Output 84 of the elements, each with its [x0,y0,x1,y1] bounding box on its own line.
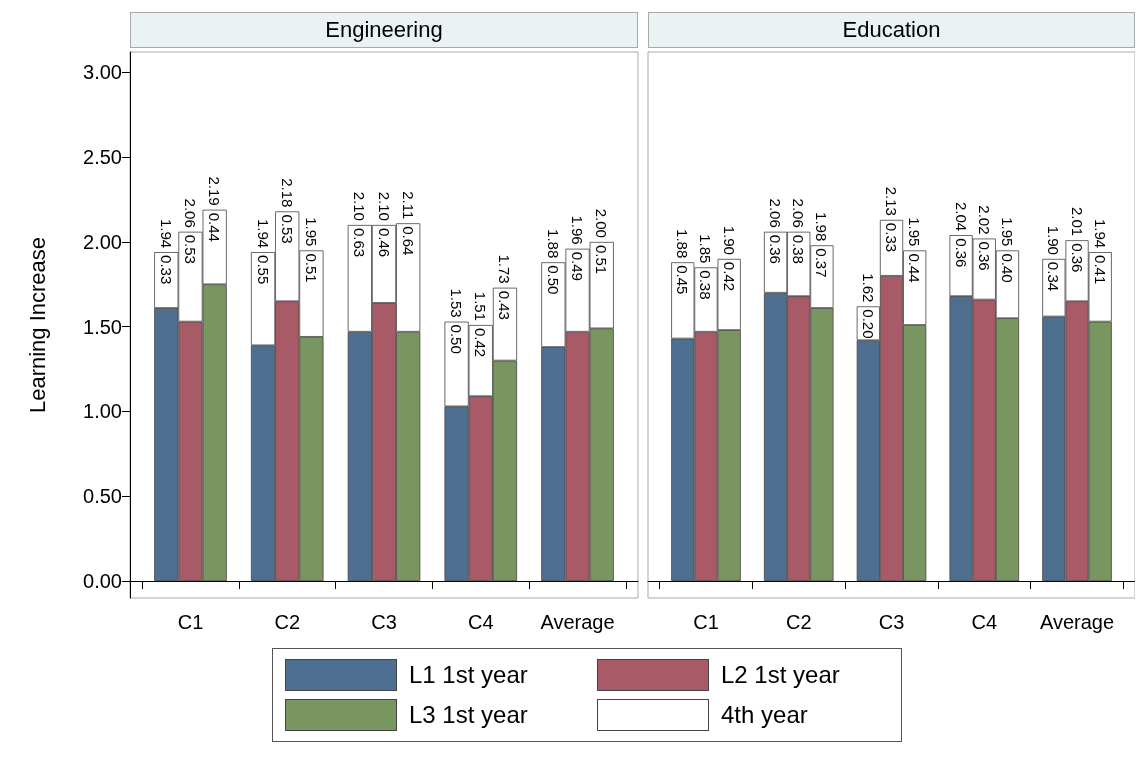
total-label: 2.02 [975,205,993,235]
y-axis-title: Learning Increase [24,236,50,414]
x-tick-label: C4 [467,611,494,633]
total-label: 2.13 [883,186,900,216]
data-label: 0.64 [399,226,417,256]
data-label: 0.63 [351,227,369,258]
data-label: 0.45 [674,265,692,295]
data-label: 0.36 [767,234,785,264]
data-label: 0.44 [206,212,224,242]
total-label: 2.19 [206,176,224,206]
data-label: 0.50 [448,324,466,354]
x-tick-label: Average [540,611,615,633]
data-label: 0.53 [278,214,296,244]
data-label: 0.33 [883,222,900,253]
y-tick-label: 1.50 [83,315,122,338]
total-label: 2.06 [181,198,199,228]
data-label: 0.36 [952,238,970,268]
data-label: 0.36 [1068,243,1086,273]
data-label: 0.51 [302,253,320,283]
total-label: 2.00 [593,208,611,238]
x-tick-label: C1 [177,611,204,633]
data-label: 0.42 [472,328,490,358]
total-label: 1.96 [569,215,587,245]
data-label: 0.41 [1091,255,1109,285]
legend-label: 4th year [721,701,808,729]
data-label: 0.40 [998,253,1016,283]
data-label: 0.53 [181,234,199,264]
data-label: 0.38 [790,234,808,264]
total-label: 1.98 [813,212,831,242]
data-label: 0.33 [157,255,175,285]
data-label: 0.51 [593,244,611,275]
data-label: 0.42 [720,261,738,292]
x-tick-label: C3 [878,611,905,633]
total-label: 1.53 [448,288,466,318]
total-label: 1.94 [254,218,272,249]
x-tick-label: C2 [785,611,812,633]
y-tick-label: 0.00 [83,570,122,593]
total-label: 1.90 [1045,225,1063,255]
total-label: 1.51 [472,291,490,321]
y-tick-label: 0.50 [83,485,122,508]
x-tick-label: C3 [371,611,397,633]
y-tick-label: 3.00 [83,61,122,84]
total-label: 1.95 [302,217,320,247]
data-label: 0.36 [975,241,993,271]
x-tick-label: C1 [693,611,719,633]
total-label: 2.06 [767,198,785,228]
y-tick-label: 1.00 [83,400,122,423]
total-label: 2.11 [399,191,417,220]
total-label: 2.01 [1068,207,1086,237]
total-label: 1.85 [697,234,715,264]
total-label: 1.95 [998,217,1016,247]
chart-title: Education [648,12,1135,48]
total-label: 2.18 [278,178,296,208]
total-label: 1.94 [1091,218,1109,249]
y-tick-label: 2.00 [83,230,122,253]
x-tick-label: C4 [971,611,998,633]
total-label: 2.10 [375,191,393,221]
total-label: 2.10 [351,191,369,221]
total-label: 1.62 [859,273,877,303]
total-label: 1.88 [674,229,692,259]
total-label: 1.94 [157,218,175,249]
chart-title: Engineering [130,12,638,48]
legend-label: L1 1st year [409,661,528,689]
data-label: 0.37 [813,248,831,278]
total-label: 1.88 [544,229,562,259]
legend-label: L3 1st year [409,701,528,729]
data-label: 0.55 [254,255,272,285]
x-tick-label: C2 [274,611,301,633]
total-label: 2.06 [790,198,808,228]
x-tick-label: Average [1039,611,1115,633]
data-label: 0.20 [859,309,877,339]
total-label: 1.73 [496,254,514,284]
total-label: 1.95 [906,217,924,247]
y-tick-label: 2.50 [83,146,122,169]
total-label: 1.90 [720,225,738,255]
data-label: 0.38 [697,270,715,300]
data-label: 0.50 [544,265,562,295]
data-label: 0.43 [496,290,514,320]
data-label: 0.49 [569,251,587,281]
legend-label: L2 1st year [721,661,840,689]
data-label: 0.34 [1045,261,1063,292]
total-label: 2.04 [952,201,970,232]
data-label: 0.46 [375,227,393,258]
data-label: 0.44 [906,253,924,283]
